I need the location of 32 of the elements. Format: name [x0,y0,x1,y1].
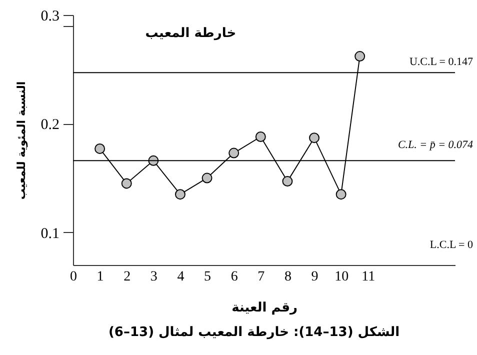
text: خارطة المعيب [145,26,236,41]
y-tick-label: 0.3 [40,8,60,24]
annotation: L.C.L = 0 [430,239,474,251]
annotation: U.C.L = 0.147 [409,56,474,68]
annotation: C.L. = p̄ = 0.074 [398,139,474,151]
x-tick-label: 11 [362,270,376,284]
y-tick-label: 0.2 [40,117,60,134]
point [202,172,212,184]
point [174,189,186,200]
x-tick-label: 10 [334,270,349,284]
point [282,176,293,187]
x-axis-title: رقم العينة [232,300,298,316]
x-tick-label: 1 [96,270,104,284]
text: الشكل (13–14): خارطة المعيب لمثال (13–6) [108,325,400,340]
point [94,143,106,154]
x-tick-label: 6 [230,270,238,284]
x-tick-label: 7 [258,270,265,284]
x-tick-label: 2 [124,270,131,284]
x-tick-label: 4 [177,270,184,284]
x-tick-label: 9 [311,270,318,284]
point [354,51,366,62]
y-axis-title: النسبة المئوية للمعيب [14,81,28,200]
point [121,178,132,189]
point [228,148,240,158]
y-tick-label: 0.1 [40,226,60,242]
point [309,132,320,144]
x-tick-label: 5 [204,270,212,284]
point [255,132,266,142]
x-tick-label: 3 [150,270,158,284]
point [336,189,346,200]
x-tick-label: 8 [284,270,292,284]
x-tick-label: 0 [70,270,77,284]
